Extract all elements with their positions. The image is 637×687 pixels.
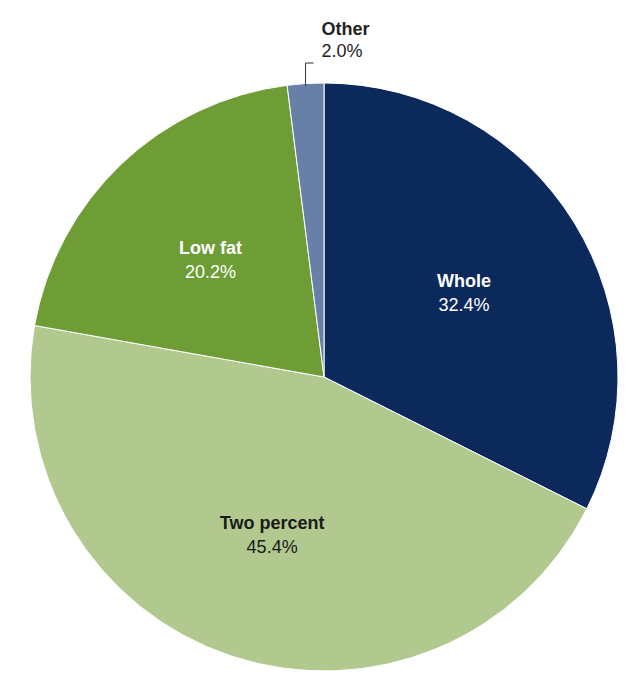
svg-text:Whole: Whole (437, 271, 491, 291)
svg-text:Two percent: Two percent (220, 513, 325, 533)
svg-text:45.4%: 45.4% (247, 537, 298, 557)
svg-text:Other: Other (322, 19, 370, 39)
svg-text:20.2%: 20.2% (185, 262, 236, 282)
svg-text:32.4%: 32.4% (439, 295, 490, 315)
svg-text:Low fat: Low fat (179, 238, 242, 258)
svg-text:2.0%: 2.0% (322, 41, 363, 61)
